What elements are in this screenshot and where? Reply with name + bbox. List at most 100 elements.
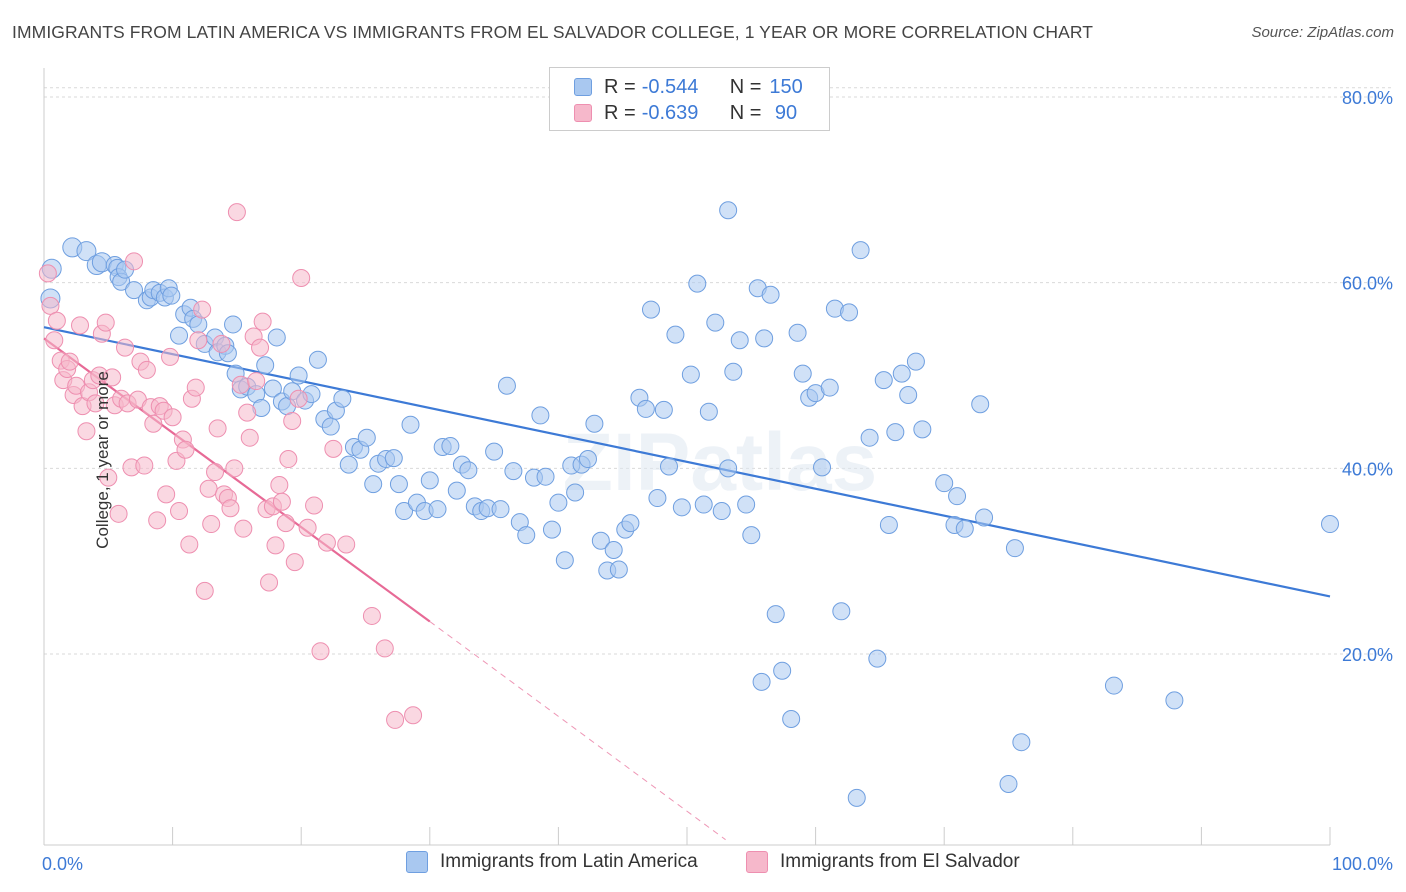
point-el-salvador <box>170 502 189 521</box>
point-latin-america <box>1005 539 1024 558</box>
point-latin-america <box>766 605 785 624</box>
point-latin-america <box>531 406 550 425</box>
point-latin-america <box>851 241 870 260</box>
point-latin-america <box>955 519 974 538</box>
legend-r-label: R = <box>604 75 636 98</box>
point-latin-america <box>840 303 859 322</box>
point-latin-america <box>585 414 604 433</box>
point-latin-america <box>706 313 725 332</box>
point-el-salvador <box>47 311 66 330</box>
point-el-salvador <box>279 450 298 469</box>
point-latin-america <box>737 495 756 514</box>
point-el-salvador <box>186 378 205 397</box>
trend-lines <box>43 326 1331 841</box>
point-latin-america <box>832 602 851 621</box>
point-el-salvador <box>109 504 128 523</box>
point-latin-america <box>497 376 516 395</box>
point-el-salvador <box>317 533 336 552</box>
point-el-salvador <box>208 419 227 438</box>
point-el-salvador <box>305 496 324 515</box>
series-legend-el-salvador[interactable]: Immigrants from El Salvador <box>746 851 1020 873</box>
point-el-salvador <box>311 642 330 661</box>
point-latin-america <box>549 493 568 512</box>
point-el-salvador <box>86 394 105 413</box>
point-el-salvador <box>272 492 291 511</box>
point-latin-america <box>263 379 282 398</box>
point-latin-america <box>648 489 667 508</box>
point-latin-america <box>782 709 801 728</box>
point-latin-america <box>971 395 990 414</box>
y-tick-label: 20.0% <box>1342 645 1393 665</box>
point-el-salvador <box>285 553 304 572</box>
y-tick-label: 80.0% <box>1342 88 1393 108</box>
point-latin-america <box>591 531 610 550</box>
point-el-salvador <box>266 536 285 555</box>
point-el-salvador <box>45 331 64 350</box>
point-el-salvador <box>298 518 317 537</box>
point-latin-america <box>948 487 967 506</box>
point-el-salvador <box>276 514 295 533</box>
point-latin-america <box>256 356 275 375</box>
legend-n-value: 150 <box>769 75 803 98</box>
point-el-salvador <box>161 347 180 366</box>
point-el-salvador <box>260 573 279 592</box>
point-latin-america <box>542 520 561 539</box>
point-latin-america <box>401 415 420 434</box>
series-legend-label: Immigrants from El Salvador <box>780 851 1020 872</box>
point-el-salvador <box>38 264 57 283</box>
point-latin-america <box>604 541 623 560</box>
point-latin-america <box>672 498 691 517</box>
point-latin-america <box>820 378 839 397</box>
point-latin-america <box>659 457 678 476</box>
point-el-salvador <box>283 411 302 430</box>
legend-row-latin-america: R = -0.544 N = 150 <box>574 75 803 99</box>
point-latin-america <box>555 551 574 570</box>
point-el-salvador <box>404 706 423 725</box>
point-latin-america <box>879 515 898 534</box>
point-el-salvador <box>240 428 259 447</box>
point-el-salvador <box>251 338 270 357</box>
point-latin-america <box>447 481 466 500</box>
tick-labels: 20.0% 40.0% 60.0% 80.0% 0.0% 100.0% <box>42 88 1393 874</box>
point-latin-america <box>755 329 774 348</box>
point-el-salvador <box>71 316 90 335</box>
series-legend: Immigrants from Latin America Immigrants… <box>0 851 1406 877</box>
point-el-salvador <box>227 203 246 222</box>
point-latin-america <box>730 331 749 350</box>
point-latin-america <box>694 495 713 514</box>
point-latin-america <box>517 526 536 545</box>
point-el-salvador <box>225 459 244 478</box>
point-el-salvador <box>386 710 405 729</box>
point-el-salvador <box>125 252 144 271</box>
point-latin-america <box>491 500 510 519</box>
y-tick-label: 40.0% <box>1342 459 1393 479</box>
data-points <box>38 201 1339 807</box>
point-el-salvador <box>247 372 266 391</box>
point-latin-america <box>906 352 925 371</box>
point-latin-america <box>536 467 555 486</box>
point-latin-america <box>321 417 340 436</box>
point-el-salvador <box>96 313 115 332</box>
series-swatch-pink <box>746 851 768 873</box>
point-el-salvador <box>41 296 60 315</box>
point-latin-america <box>1104 676 1123 695</box>
point-el-salvador <box>362 606 381 625</box>
point-latin-america <box>162 286 181 305</box>
point-el-salvador <box>137 360 156 379</box>
point-latin-america <box>339 455 358 474</box>
point-latin-america <box>699 402 718 421</box>
point-latin-america <box>395 502 414 521</box>
x-tick-label-min: 0.0% <box>42 854 83 874</box>
point-latin-america <box>892 364 911 383</box>
legend-swatch-blue <box>574 78 592 96</box>
chart-title: IMMIGRANTS FROM LATIN AMERICA VS IMMIGRA… <box>12 22 1094 42</box>
series-legend-latin-america[interactable]: Immigrants from Latin America <box>406 851 698 873</box>
point-latin-america <box>752 672 771 691</box>
y-tick-label: 60.0% <box>1342 274 1393 294</box>
point-latin-america <box>621 514 640 533</box>
point-latin-america <box>719 201 738 220</box>
point-el-salvador <box>375 639 394 658</box>
point-latin-america <box>384 449 403 468</box>
series-legend-label: Immigrants from Latin America <box>440 851 698 872</box>
